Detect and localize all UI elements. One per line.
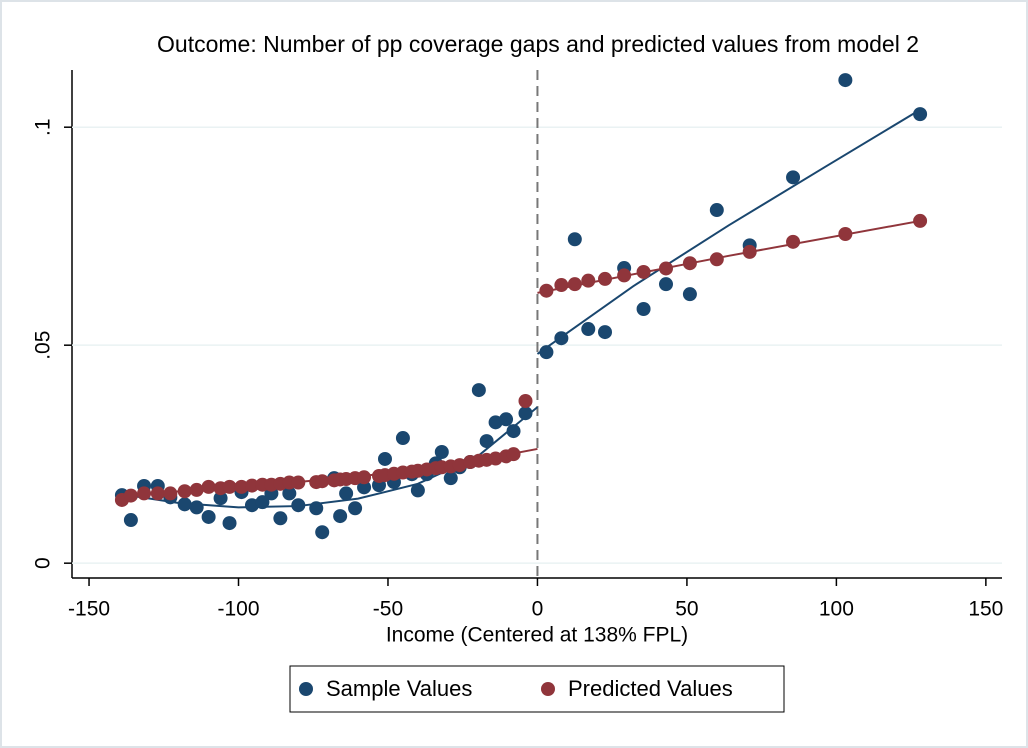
point — [913, 213, 928, 228]
point — [309, 501, 324, 516]
point — [273, 511, 288, 526]
chart-title: Outcome: Number of pp coverage gaps and … — [157, 31, 919, 57]
point — [518, 393, 533, 408]
point — [658, 261, 673, 276]
point — [333, 509, 348, 524]
point — [291, 498, 306, 513]
point — [636, 264, 651, 279]
point — [123, 488, 138, 503]
point — [222, 479, 237, 494]
point — [742, 244, 757, 259]
point — [189, 482, 204, 497]
point — [315, 525, 330, 540]
point — [479, 434, 494, 449]
point — [658, 277, 673, 292]
point — [539, 283, 554, 298]
point — [488, 451, 503, 466]
point — [581, 273, 596, 288]
point — [189, 500, 204, 515]
point — [838, 227, 853, 242]
point — [177, 497, 192, 512]
point — [244, 478, 259, 493]
point — [395, 431, 410, 446]
x-tick-label: 150 — [968, 598, 1003, 621]
point — [567, 232, 582, 247]
y-tick-label: .1 — [32, 118, 55, 136]
point — [163, 486, 178, 501]
point — [443, 471, 458, 486]
point — [786, 234, 801, 249]
point — [339, 486, 354, 501]
legend-box — [289, 665, 785, 713]
x-tick-label: -50 — [373, 598, 403, 621]
point — [434, 445, 449, 460]
point — [410, 483, 425, 498]
legend-label: Predicted Values — [568, 676, 733, 701]
point — [213, 491, 228, 506]
y-tick-label: .05 — [32, 331, 55, 360]
point — [348, 501, 363, 516]
legend-label: Sample Values — [326, 676, 472, 701]
point — [709, 203, 724, 218]
fit-line — [536, 108, 921, 355]
x-axis-label: Income (Centered at 138% FPL) — [386, 624, 688, 647]
point — [315, 474, 330, 489]
point — [506, 447, 521, 462]
point — [838, 73, 853, 88]
point — [581, 322, 596, 337]
point — [137, 486, 152, 501]
legend-marker — [541, 682, 555, 696]
point — [471, 383, 486, 398]
point — [567, 277, 582, 292]
point — [506, 424, 521, 439]
point — [123, 513, 138, 528]
point — [234, 479, 249, 494]
point — [377, 451, 392, 466]
point — [357, 470, 372, 485]
point — [201, 509, 216, 524]
point — [150, 486, 165, 501]
point — [682, 256, 697, 271]
point — [518, 406, 533, 421]
point — [913, 107, 928, 122]
point — [282, 486, 297, 501]
point — [598, 325, 613, 340]
point — [255, 495, 270, 510]
point — [709, 252, 724, 267]
point — [554, 278, 569, 293]
x-tick-label: -100 — [217, 598, 259, 621]
x-tick-label: 0 — [532, 598, 544, 621]
point — [357, 480, 372, 495]
x-tick-label: 50 — [675, 598, 698, 621]
point — [636, 302, 651, 316]
point — [291, 475, 306, 490]
point — [177, 484, 192, 499]
point — [786, 170, 801, 185]
point — [682, 287, 697, 302]
x-tick-label: 100 — [819, 598, 854, 621]
point — [201, 479, 216, 494]
point — [499, 412, 514, 427]
point — [598, 271, 613, 286]
point — [554, 331, 569, 346]
point — [539, 345, 554, 360]
x-tick-label: -150 — [68, 598, 110, 621]
y-tick-label: 0 — [32, 557, 55, 569]
point — [617, 268, 632, 283]
legend-marker — [299, 682, 313, 696]
point — [222, 516, 237, 531]
